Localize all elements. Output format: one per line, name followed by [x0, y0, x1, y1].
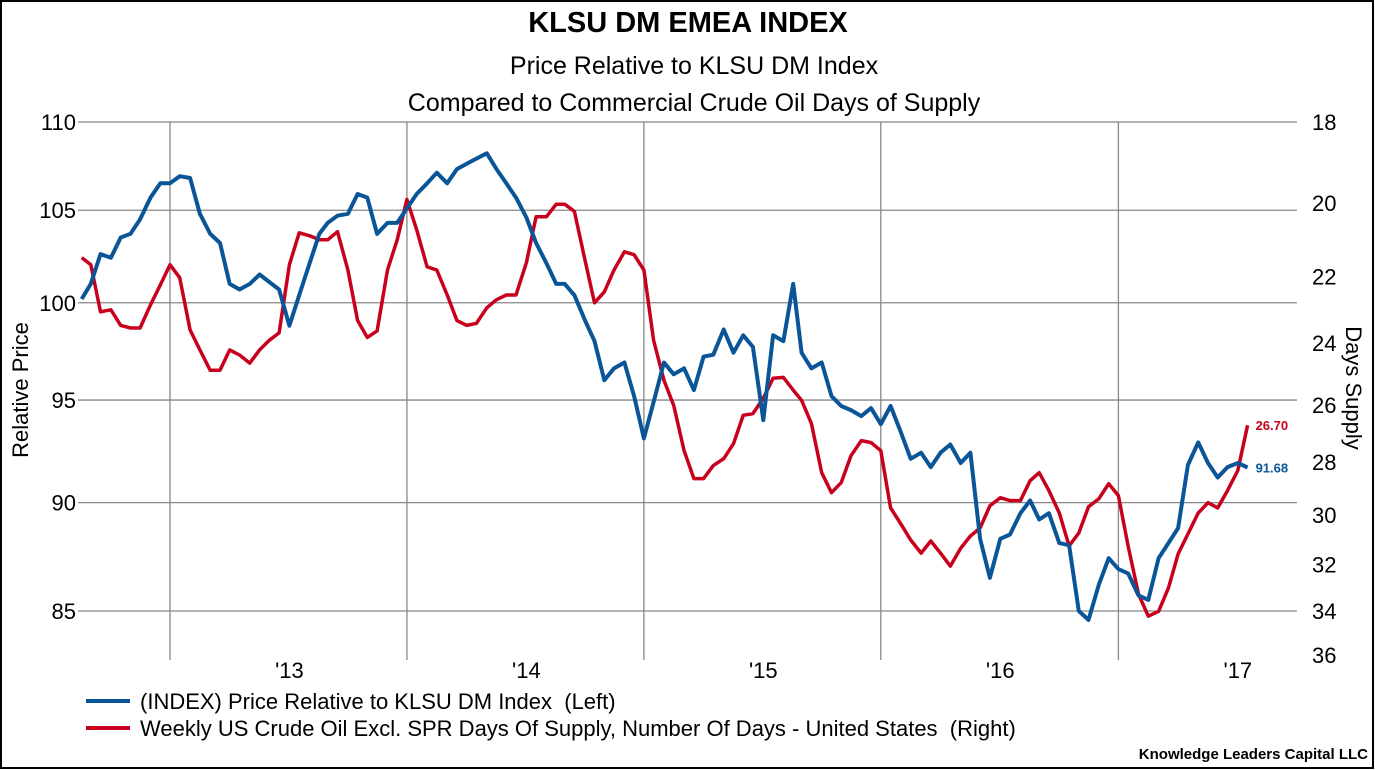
- x-tick-label: '14: [512, 658, 541, 683]
- chart-subtitle-2: Compared to Commercial Crude Oil Days of…: [408, 89, 981, 117]
- x-tick-label: '16: [986, 658, 1015, 683]
- crude-days-last-value-label: 26.70: [1256, 418, 1289, 433]
- chart-subtitle-1: Price Relative to KLSU DM Index: [510, 52, 879, 80]
- credit-text: Knowledge Leaders Capital LLC: [1139, 746, 1368, 763]
- legend: (INDEX) Price Relative to KLSU DM Index …: [86, 689, 1016, 741]
- y-right-tick-label: 24: [1312, 331, 1336, 356]
- series-lines: 26.70 91.68: [79, 151, 1289, 622]
- y-right-tick-label: 28: [1312, 450, 1336, 475]
- gridlines: [78, 121, 1297, 660]
- y-right-tick-label: 36: [1312, 643, 1336, 668]
- y-left-tick-label: 95: [52, 388, 76, 413]
- y-left-tick-label: 105: [39, 198, 76, 223]
- x-tick-label: '15: [749, 658, 778, 683]
- legend-label-crude-days: Weekly US Crude Oil Excl. SPR Days Of Su…: [140, 716, 1016, 741]
- y-left-tick-label: 110: [41, 110, 76, 135]
- x-tick-label: '17: [1224, 658, 1253, 683]
- y-right-tick-label: 32: [1312, 552, 1336, 577]
- legend-label-index: (INDEX) Price Relative to KLSU DM Index …: [140, 689, 616, 714]
- x-tick-label: '13: [275, 658, 304, 683]
- y-left-tick-label: 90: [52, 491, 76, 516]
- crude-days-series-line: [80, 197, 1250, 618]
- index-last-value-label: 91.68: [1256, 461, 1289, 476]
- y-right-tick-label: 22: [1312, 264, 1336, 289]
- y-right-tick-label: 26: [1312, 393, 1336, 418]
- y-right-tick-label: 20: [1312, 191, 1336, 216]
- chart-title: KLSU DM EMEA INDEX: [528, 7, 848, 39]
- y-right-tick-label: 34: [1312, 599, 1336, 624]
- y-left-tick-label: 100: [39, 291, 76, 316]
- y-axis-right-title: Days Supply: [1341, 326, 1366, 450]
- y-right-tick-label: 18: [1312, 110, 1336, 135]
- y-right-tick-label: 30: [1312, 503, 1336, 528]
- tick-labels: 110 105 100 95 90 85 18 20 22 24 26 28 30 32 34 36 '13 '1…: [39, 110, 1336, 683]
- y-left-tick-label: 85: [52, 599, 76, 624]
- y-axis-left-title: Relative Price: [8, 322, 33, 458]
